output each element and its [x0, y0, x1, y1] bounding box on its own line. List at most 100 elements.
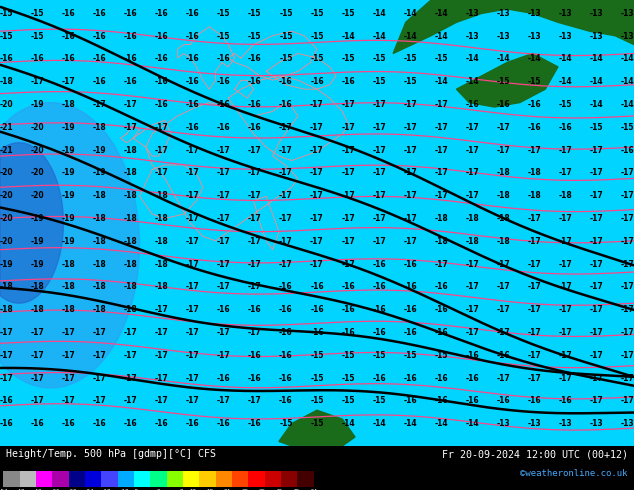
Text: 42: 42 [276, 489, 283, 490]
Text: -15: -15 [403, 77, 417, 86]
Text: -17: -17 [621, 191, 634, 200]
Text: -16: -16 [248, 123, 262, 132]
Text: -17: -17 [217, 214, 231, 223]
Text: -18: -18 [496, 214, 510, 223]
Text: -17: -17 [527, 351, 541, 360]
Text: -15: -15 [341, 396, 355, 405]
Text: -13: -13 [590, 32, 604, 41]
Text: -16: -16 [155, 77, 169, 86]
Bar [265, 471, 281, 488]
Text: -17: -17 [465, 169, 479, 177]
Text: -17: -17 [465, 328, 479, 337]
Text: -17: -17 [30, 351, 44, 360]
Text: -13: -13 [496, 419, 510, 428]
Text: -18: -18 [527, 191, 541, 200]
Text: -16: -16 [248, 54, 262, 64]
Text: -15: -15 [621, 123, 634, 132]
Text: -17: -17 [372, 214, 386, 223]
Text: -18: -18 [124, 214, 138, 223]
Text: -17: -17 [217, 146, 231, 155]
Text: -17: -17 [496, 328, 510, 337]
Text: -48: -48 [15, 489, 26, 490]
Text: -17: -17 [341, 146, 355, 155]
Text: -17: -17 [0, 373, 13, 383]
Text: -17: -17 [621, 282, 634, 292]
Text: -17: -17 [279, 214, 293, 223]
Text: -17: -17 [590, 146, 604, 155]
Text: -16: -16 [93, 54, 107, 64]
Text: -17: -17 [124, 328, 138, 337]
Text: -18: -18 [0, 282, 13, 292]
Text: -17: -17 [403, 146, 417, 155]
Text: -16: -16 [279, 282, 293, 292]
Text: -19: -19 [0, 260, 13, 269]
Text: -18: -18 [155, 214, 169, 223]
Text: -18: -18 [0, 77, 13, 86]
Text: -30: -30 [67, 489, 77, 490]
Text: -17: -17 [372, 191, 386, 200]
Text: -16: -16 [30, 54, 44, 64]
Text: -16: -16 [310, 282, 324, 292]
Text: -15: -15 [496, 77, 510, 86]
Text: -16: -16 [124, 32, 138, 41]
Text: -17: -17 [61, 373, 75, 383]
Text: -16: -16 [248, 373, 262, 383]
Text: -17: -17 [559, 351, 573, 360]
Text: 36: 36 [259, 489, 266, 490]
Text: -14: -14 [590, 77, 604, 86]
Text: -16: -16 [372, 305, 386, 314]
Text: -17: -17 [403, 123, 417, 132]
Text: -15: -15 [372, 77, 386, 86]
Text: -17: -17 [124, 100, 138, 109]
Text: -15: -15 [310, 396, 324, 405]
Text: -8: -8 [132, 489, 139, 490]
Text: -18: -18 [465, 237, 479, 246]
Text: -17: -17 [248, 282, 262, 292]
Text: -15: -15 [279, 419, 293, 428]
Text: -17: -17 [217, 191, 231, 200]
Bar [3, 471, 20, 488]
Text: -18: -18 [61, 305, 75, 314]
Bar [167, 471, 183, 488]
Text: -19: -19 [93, 169, 107, 177]
Text: -17: -17 [124, 373, 138, 383]
Text: -17: -17 [465, 146, 479, 155]
Text: -17: -17 [0, 351, 13, 360]
Text: -17: -17 [341, 169, 355, 177]
Text: -16: -16 [217, 123, 231, 132]
Text: -17: -17 [155, 123, 169, 132]
Text: -14: -14 [621, 100, 634, 109]
Text: -20: -20 [30, 123, 44, 132]
Text: -24: -24 [84, 489, 94, 490]
Text: -17: -17 [124, 123, 138, 132]
Text: -16: -16 [310, 328, 324, 337]
Text: -13: -13 [559, 419, 573, 428]
Text: -16: -16 [61, 54, 75, 64]
Text: -17: -17 [217, 396, 231, 405]
Text: ©weatheronline.co.uk: ©weatheronline.co.uk [520, 469, 628, 478]
Text: -17: -17 [372, 100, 386, 109]
Text: -16: -16 [279, 305, 293, 314]
Text: -17: -17 [124, 351, 138, 360]
Text: -14: -14 [465, 54, 479, 64]
Text: -13: -13 [621, 32, 634, 41]
Text: -21: -21 [0, 146, 13, 155]
Text: -18: -18 [61, 260, 75, 269]
Text: -15: -15 [310, 32, 324, 41]
Text: -17: -17 [621, 351, 634, 360]
Text: -15: -15 [310, 9, 324, 18]
Text: -14: -14 [527, 54, 541, 64]
Text: 8: 8 [180, 489, 183, 490]
Text: 54: 54 [310, 489, 318, 490]
Polygon shape [0, 143, 63, 303]
Bar [118, 471, 134, 488]
Text: -18: -18 [155, 260, 169, 269]
Text: -16: -16 [217, 100, 231, 109]
Text: -14: -14 [372, 9, 386, 18]
Text: -17: -17 [186, 191, 200, 200]
Text: -16: -16 [93, 32, 107, 41]
Text: -16: -16 [217, 54, 231, 64]
Text: -17: -17 [527, 237, 541, 246]
Text: -18: -18 [434, 237, 448, 246]
Bar [85, 471, 101, 488]
